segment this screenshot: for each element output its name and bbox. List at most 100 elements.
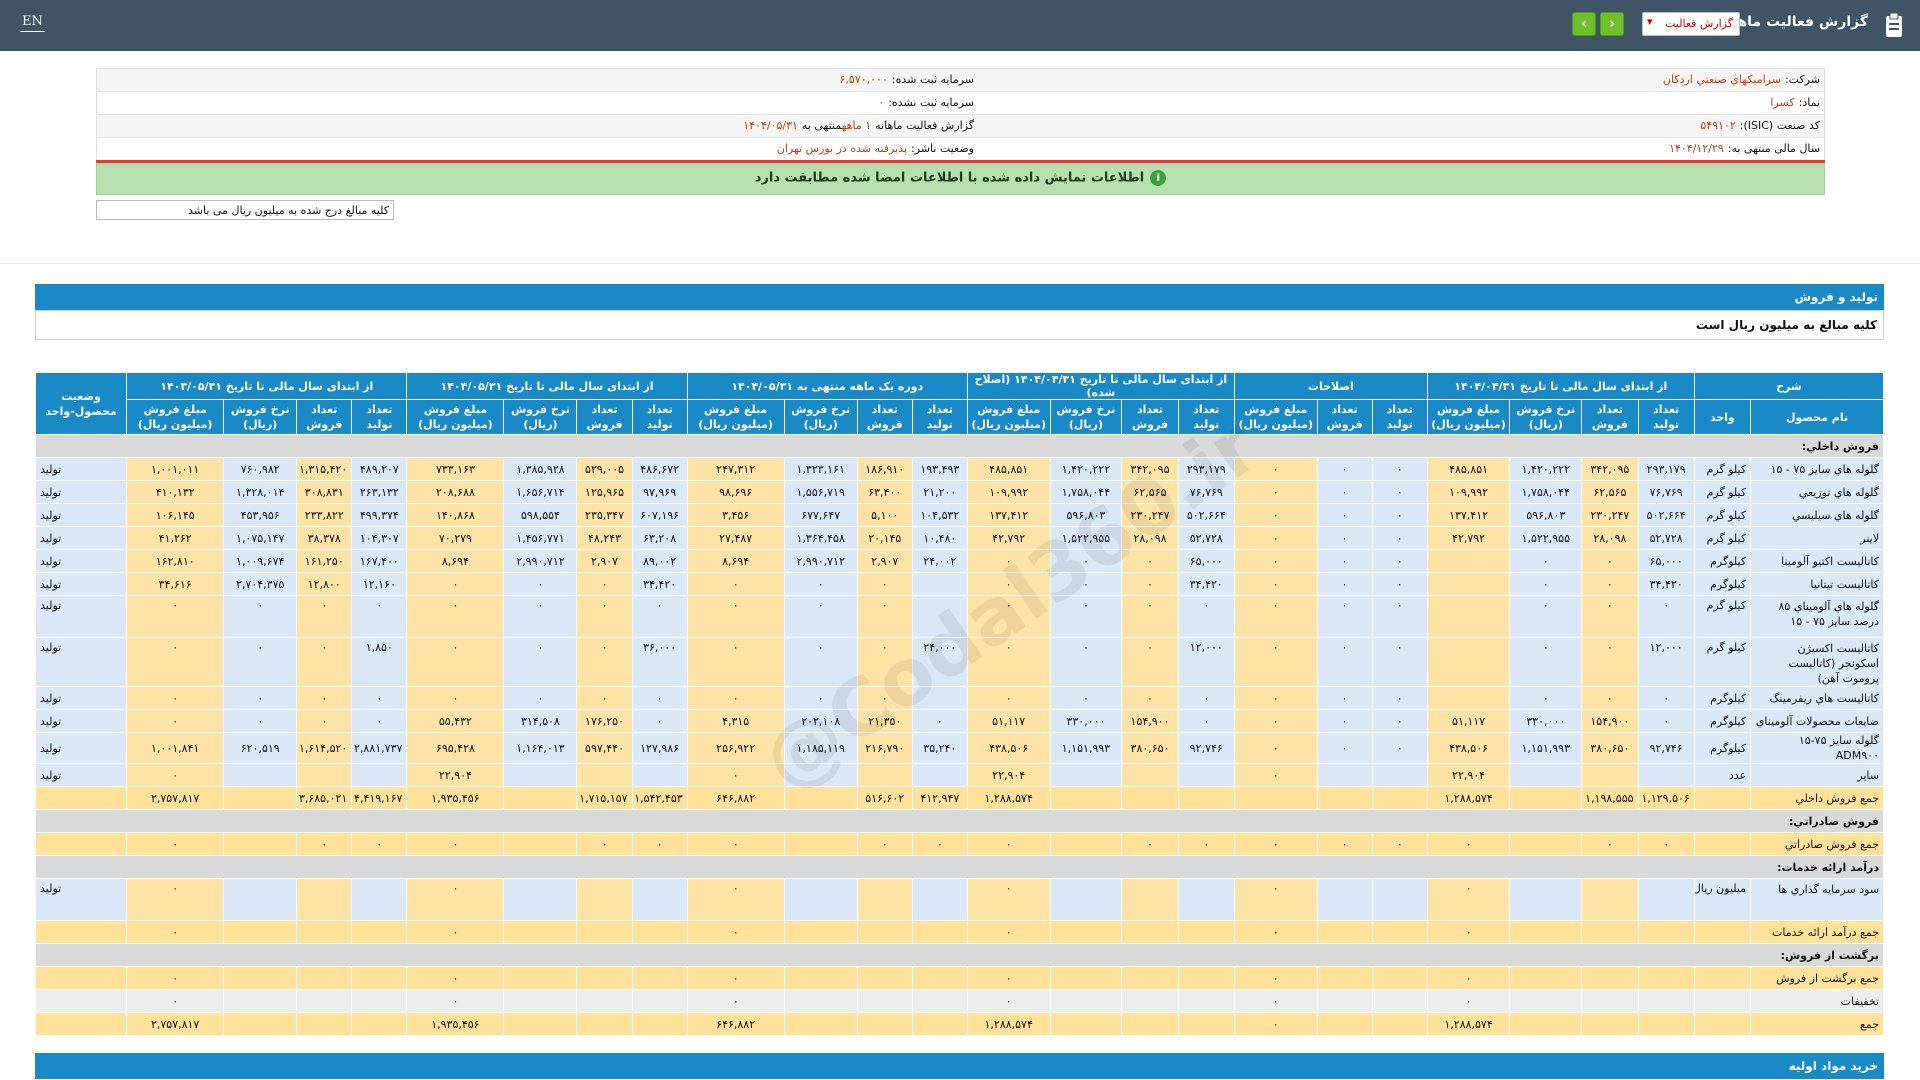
table-cell: کيلو گرم xyxy=(1693,526,1752,550)
table-cell: ۰ xyxy=(1049,637,1123,687)
table-cell xyxy=(911,966,968,990)
table-cell: ۰ xyxy=(911,709,968,733)
column-header: مبلغ فروش (میلیون ریال) xyxy=(1426,399,1511,435)
table-cell: ۵۲,۷۲۸ xyxy=(1177,526,1235,550)
table-cell: ۷۳۳,۱۶۳ xyxy=(406,457,505,481)
table-cell xyxy=(1637,920,1695,944)
table-cell xyxy=(911,1012,968,1036)
table-cell xyxy=(856,878,913,921)
table-cell: ۰ xyxy=(1177,595,1235,638)
table-cell: ۰ xyxy=(503,595,578,638)
table-cell: ۶۲,۵۶۵ xyxy=(1581,480,1639,504)
table-cell: ۱,۳۶۴,۴۵۸ xyxy=(783,526,858,550)
table-cell: ۱,۳۲۳,۱۶۱ xyxy=(783,457,858,481)
table-cell: ۲۸,۰۹۸ xyxy=(1121,526,1179,550)
language-switch[interactable]: EN xyxy=(20,14,45,32)
table-cell xyxy=(1693,989,1752,1013)
table-cell: ۹۲,۷۴۶ xyxy=(1637,732,1695,764)
table-cell: ۰ xyxy=(1316,457,1373,481)
table-cell xyxy=(503,832,578,856)
table-cell: ۵۱۶,۶۰۲ xyxy=(856,786,913,810)
table-cell: ۳۱۴,۵۰۸ xyxy=(503,709,578,733)
table-cell xyxy=(223,966,298,990)
row-label: کاتاليست تيتانيا xyxy=(1750,572,1884,596)
table-cell: ۰ xyxy=(1581,832,1639,856)
table-cell xyxy=(1581,878,1639,921)
table-cell: ۰ xyxy=(1233,709,1318,733)
table-cell: ۰ xyxy=(856,595,913,638)
table-cell: ۷۶,۷۶۹ xyxy=(1637,480,1695,504)
table-cell xyxy=(34,1012,128,1036)
table-cell xyxy=(351,989,408,1013)
table-cell: ۰ xyxy=(1121,549,1179,573)
table-cell xyxy=(223,920,298,944)
table-cell xyxy=(783,878,858,921)
table-cell xyxy=(1637,878,1695,921)
table-cell: ۰ xyxy=(1581,595,1639,638)
table-cell: ۰ xyxy=(966,572,1051,596)
chevron-down-icon: ▾ xyxy=(1647,15,1653,28)
fiscal-year-value: ۱۴۰۴/۱۲/۲۹ xyxy=(1669,142,1724,155)
table-cell xyxy=(351,878,408,921)
prev-arrow-icon[interactable]: ‹ xyxy=(1572,12,1596,36)
table-cell: ۱,۵۲۲,۹۵۵ xyxy=(1509,526,1583,550)
table-cell: ۱,۳۱۵,۴۲۰ xyxy=(296,457,353,481)
table-cell: ۰ xyxy=(576,637,633,687)
table-cell: ۵۰۲,۶۶۴ xyxy=(1177,503,1235,527)
table-cell: ۰ xyxy=(1509,637,1583,687)
table-cell xyxy=(911,595,968,638)
column-header: مبلغ فروش (میلیون ریال) xyxy=(406,399,505,435)
capital-label: سرمایه ثبت شده: xyxy=(891,73,974,86)
table-cell xyxy=(1049,878,1123,921)
table-cell: ۵۹۶,۸۰۳ xyxy=(1509,503,1583,527)
table-cell: ۰ xyxy=(1233,686,1318,710)
table-cell xyxy=(631,920,688,944)
table-cell: ۰ xyxy=(576,686,633,710)
table-cell: کيلوگرم xyxy=(1693,549,1752,573)
table-cell: ۰ xyxy=(351,832,408,856)
row-label: کاتاليست هاي ريفرمينگ xyxy=(1750,686,1884,710)
capital-value: ۶,۵۷۰,۰۰۰ xyxy=(839,73,888,86)
table-cell xyxy=(1426,549,1511,573)
table-cell: ۰ xyxy=(1233,832,1318,856)
table-cell xyxy=(576,920,633,944)
table-cell xyxy=(223,786,298,810)
row-label: تخفيفات xyxy=(1750,989,1884,1013)
table-cell xyxy=(911,878,968,921)
table-cell: ۲۹۳,۱۷۹ xyxy=(1177,457,1235,481)
table-cell: ۰ xyxy=(783,686,858,710)
table-cell: ۰ xyxy=(1316,572,1373,596)
table-cell: ۱,۱۲۹,۵۰۶ xyxy=(1637,786,1695,810)
next-arrow-icon[interactable]: › xyxy=(1600,12,1624,36)
table-cell: ۰ xyxy=(576,832,633,856)
table-row: کاتاليست اکتيو آلومينا کيلوگرم ۶۵,۰۰۰ ۰ ۰ ۰ ۰ ۰… xyxy=(34,549,1884,573)
table-cell xyxy=(783,920,858,944)
column-group-header: از ابتدای سال مالی تا تاریخ ۱۴۰۴/۰۴/۳۱ xyxy=(1426,372,1695,400)
table-cell: ۰ xyxy=(1316,832,1373,856)
table-cell: ۰ xyxy=(856,637,913,687)
table-cell: ۰ xyxy=(1371,572,1428,596)
table-row: گلوله سايز ۷۵-۱۵ ADM۹۰۰ کيلوگرم ۹۲,۷۴۶ ۳۸۰,… xyxy=(34,732,1884,764)
table-cell: ۲۴۷,۳۱۲ xyxy=(686,457,785,481)
table-cell: ۱,۳۲۸,۰۱۴ xyxy=(223,480,298,504)
table-cell: ۱,۲۸۸,۵۷۴ xyxy=(966,1012,1051,1036)
table-cell: ۰ xyxy=(1121,595,1179,638)
isic-label: کد صنعت (ISIC): xyxy=(1739,119,1820,132)
table-cell: ۰ xyxy=(1316,732,1373,764)
table-cell xyxy=(34,786,128,810)
report-type-select[interactable]: گزارش فعالیت ▾ xyxy=(1642,12,1740,36)
table-cell: ۸۹,۰۰۲ xyxy=(631,549,688,573)
table-cell: ۲۴,۰۰۲ xyxy=(911,549,968,573)
table-cell: ۶۷۷,۶۴۷ xyxy=(783,503,858,527)
row-label: کاتاليست اکتيو آلومينا xyxy=(1750,549,1884,573)
table-cell: ۵۹۶,۸۰۳ xyxy=(1049,503,1123,527)
table-cell: ۰ xyxy=(1509,572,1583,596)
table-cell: ۱,۴۲۰,۲۲۲ xyxy=(1509,457,1583,481)
table-cell: ۰ xyxy=(783,572,858,596)
table-cell xyxy=(631,878,688,921)
column-header: مبلغ فروش (میلیون ریال) xyxy=(1233,399,1318,435)
table-cell: ۵۵,۴۳۲ xyxy=(406,709,505,733)
table-cell: ۳۳۰,۰۰۰ xyxy=(1049,709,1123,733)
table-cell: ۱۶۱,۲۵۰ xyxy=(296,549,353,573)
table-cell: ۸,۶۹۴ xyxy=(406,549,505,573)
